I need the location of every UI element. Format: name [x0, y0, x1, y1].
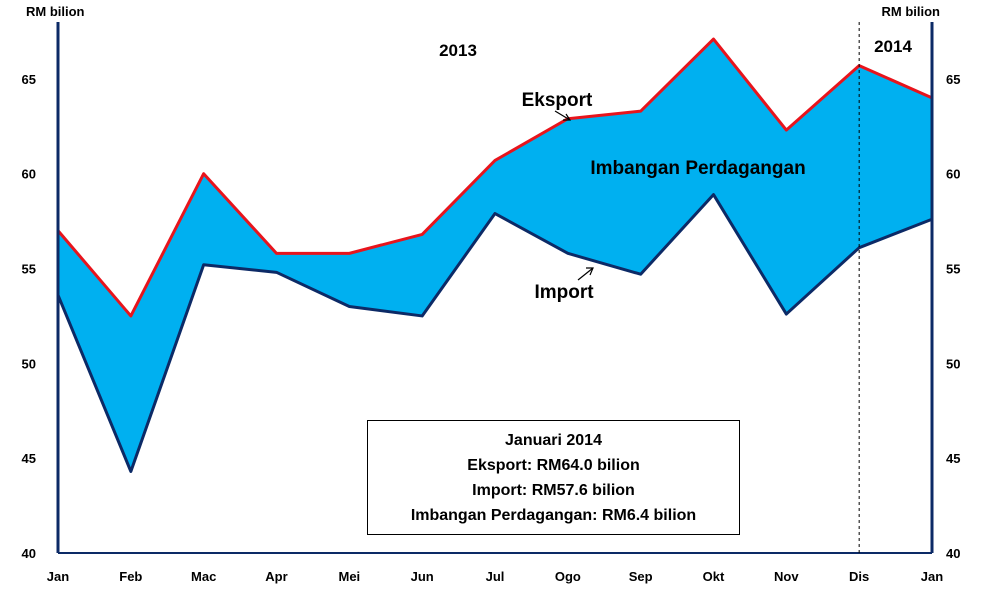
export-line: [56, 37, 933, 318]
trade-balance-area: [58, 39, 932, 472]
y-tick-right: 65: [946, 72, 960, 87]
year-label-2014: 2014: [874, 37, 912, 56]
x-tick: Jul: [486, 569, 505, 584]
import-pointer-head: [586, 267, 594, 276]
import-line: [56, 193, 933, 473]
y-tick-left: 60: [22, 167, 36, 182]
trade-balance-label: Imbangan Perdagangan: [590, 158, 805, 179]
export-label: Eksport: [522, 90, 593, 111]
x-tick: Dis: [849, 569, 869, 584]
import-pointer: [577, 267, 594, 281]
y-tick-left: 40: [22, 546, 36, 561]
x-tick: Mac: [191, 569, 216, 584]
y-tick-left: 50: [22, 356, 36, 371]
y-tick-left: 55: [22, 262, 36, 277]
x-tick: Sep: [629, 569, 653, 584]
summary-export: Eksport: RM64.0 bilion: [467, 456, 640, 474]
x-tick: Jun: [411, 569, 434, 584]
y-tick-left: 45: [22, 451, 36, 466]
summary-title: Januari 2014: [505, 431, 602, 449]
y-axis-title-left: RM bilion: [26, 4, 85, 19]
y-tick-right: 40: [946, 546, 960, 561]
y-tick-right: 50: [946, 356, 960, 371]
export-pointer-head: [563, 113, 572, 121]
y-tick-right: 60: [946, 167, 960, 182]
summary-import: Import: RM57.6 bilion: [472, 481, 635, 499]
x-tick: Jan: [47, 569, 69, 584]
year-label-2013: 2013: [439, 41, 477, 60]
export-pointer: [554, 110, 571, 121]
x-tick: Feb: [119, 569, 142, 584]
y-tick-right: 55: [946, 262, 960, 277]
x-tick: Jan: [921, 569, 943, 584]
x-tick: Apr: [265, 569, 287, 584]
summary-box: Januari 2014 Eksport: RM64.0 bilion Impo…: [367, 420, 740, 535]
x-tick: Okt: [703, 569, 725, 584]
y-tick-left: 65: [22, 72, 36, 87]
x-tick: Nov: [774, 569, 799, 584]
y-tick-right: 45: [946, 451, 960, 466]
y-axis-title-right: RM bilion: [882, 4, 941, 19]
import-label: Import: [534, 282, 594, 303]
x-tick: Mei: [338, 569, 360, 584]
x-tick: Ogo: [555, 569, 581, 584]
summary-balance: Imbangan Perdagangan: RM6.4 bilion: [410, 506, 697, 524]
